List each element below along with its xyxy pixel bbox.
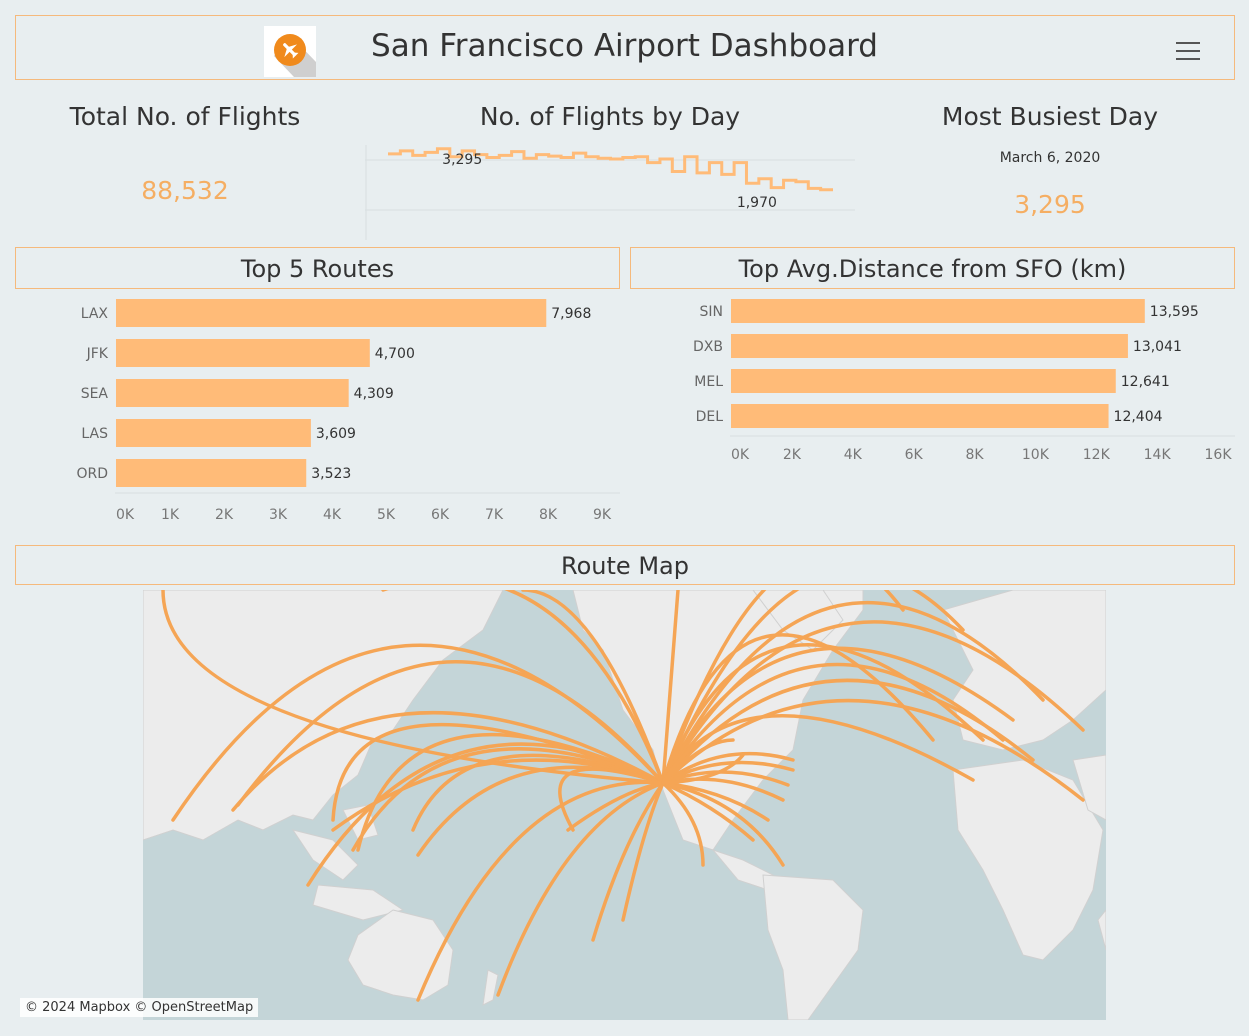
tick-label: 7K <box>485 507 504 523</box>
tick-label: 1K <box>161 507 180 523</box>
route-line <box>171 643 665 822</box>
value-label: 4,700 <box>375 346 415 362</box>
route-line <box>661 760 795 785</box>
distance-header <box>630 247 1235 289</box>
value-label: 3,609 <box>316 426 356 442</box>
tick-label: 0K <box>731 447 750 463</box>
route-line <box>661 781 705 867</box>
bar <box>116 299 547 327</box>
map-attribution: © 2024 Mapbox © OpenStreetMap <box>20 998 259 1017</box>
category-label: LAS <box>81 426 108 442</box>
category-label: LAX <box>81 306 109 322</box>
annotation-max: 3,295 <box>442 152 482 168</box>
category-label: SIN <box>700 304 724 320</box>
route-line <box>496 781 665 997</box>
tick-label: 6K <box>431 507 450 523</box>
route-line <box>416 780 665 1002</box>
route-line <box>351 747 665 852</box>
tick-label: 2K <box>783 447 802 463</box>
value-label: 12,641 <box>1121 374 1170 390</box>
hamburger-menu-icon[interactable] <box>1176 42 1200 62</box>
annotation-min: 1,970 <box>737 195 777 211</box>
page-title: San Francisco Airport Dashboard <box>371 28 878 64</box>
tick-label: 4K <box>844 447 863 463</box>
airplane-icon <box>264 26 316 77</box>
route-line <box>161 590 665 785</box>
bar <box>116 379 349 407</box>
category-label: DEL <box>696 409 724 425</box>
value-label: 12,404 <box>1114 409 1163 425</box>
category-label: DXB <box>693 339 723 355</box>
route-line <box>661 662 1005 785</box>
route-line <box>661 781 755 842</box>
route-line <box>661 753 745 785</box>
category-label: ORD <box>76 466 108 482</box>
bar <box>731 334 1128 358</box>
top-routes-title: Top 5 Routes <box>240 255 395 283</box>
tick-label: 8K <box>539 507 558 523</box>
route-map-title: Route Map <box>561 552 689 580</box>
busiest-day-title: Most Busiest Day <box>941 102 1159 131</box>
route-line <box>661 590 905 785</box>
tick-label: 8K <box>965 447 984 463</box>
tick-label: 10K <box>1022 447 1050 463</box>
tick-label: 9K <box>593 507 612 523</box>
value-label: 7,968 <box>551 306 591 322</box>
category-label: MEL <box>694 374 723 390</box>
value-label: 13,041 <box>1133 339 1182 355</box>
tick-label: 4K <box>323 507 342 523</box>
tick-label: 0K <box>116 507 135 523</box>
value-label: 4,309 <box>354 386 394 402</box>
route-line <box>661 738 735 785</box>
tick-label: 5K <box>377 507 396 523</box>
tick-label: 3K <box>269 507 288 523</box>
route-line <box>661 770 790 787</box>
top-routes-chart: LAX 7,968 JFK 4,700 SEA 4,309 LAS 3,609 ORD 3,523… <box>76 299 620 523</box>
flights-by-day-chart: 3,295 1,970 <box>365 145 855 240</box>
category-label: SEA <box>81 386 109 402</box>
bar <box>731 369 1116 393</box>
busiest-day-date: March 6, 2020 <box>999 150 1101 166</box>
flights-by-day-title: No. of Flights by Day <box>479 102 741 131</box>
route-line <box>381 590 665 785</box>
bar <box>116 419 311 447</box>
route-line <box>661 751 795 785</box>
route-line <box>621 781 665 922</box>
tick-label: 2K <box>215 507 234 523</box>
bar <box>731 404 1109 428</box>
route-line <box>661 781 785 867</box>
bar <box>116 459 307 487</box>
route-line <box>566 781 665 832</box>
route-line <box>231 711 665 812</box>
bar <box>731 299 1145 323</box>
line-series <box>388 147 833 192</box>
category-label: JFK <box>86 346 109 362</box>
route-line <box>661 590 965 785</box>
header-bar <box>15 15 1235 80</box>
route-line <box>661 714 975 785</box>
bar <box>116 339 370 367</box>
tick-label: 14K <box>1144 447 1172 463</box>
top-routes-header <box>15 247 620 289</box>
value-label: 13,595 <box>1150 304 1199 320</box>
route-map[interactable] <box>143 590 1106 1020</box>
route-line <box>306 742 665 887</box>
busiest-day-value: 3,295 <box>1014 190 1086 219</box>
total-flights-value: 88,532 <box>141 176 229 205</box>
route-map-header <box>15 545 1235 585</box>
value-label: 3,523 <box>311 466 351 482</box>
route-line <box>661 600 1045 785</box>
tick-label: 16K <box>1205 447 1233 463</box>
distance-chart: SIN 13,595 DXB 13,041 MEL 12,641 DEL 12,404 0K 2K… <box>693 299 1235 463</box>
route-line <box>661 590 680 785</box>
distance-title: Top Avg.Distance from SFO (km) <box>738 255 1127 283</box>
total-flights-title: Total No. of Flights <box>69 102 301 131</box>
tick-label: 12K <box>1083 447 1111 463</box>
tick-label: 6K <box>905 447 924 463</box>
route-line <box>521 590 665 785</box>
route-lines <box>161 590 1085 1002</box>
route-line <box>591 781 665 942</box>
